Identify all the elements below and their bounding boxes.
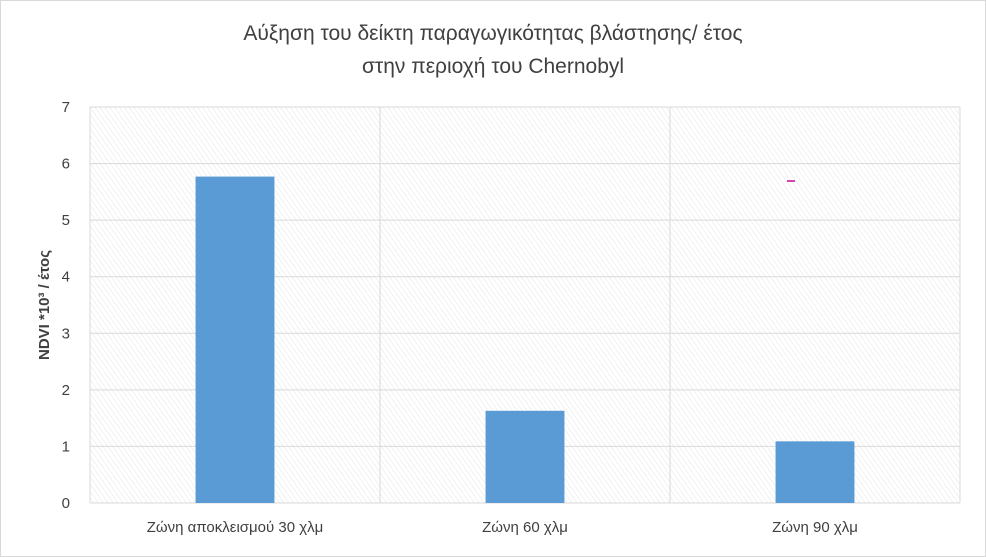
x-tick-label: Ζώνη 60 χλμ — [482, 519, 568, 536]
x-tick-label: Ζώνη αποκλεισμού 30 χλμ — [147, 519, 324, 536]
y-tick-label: 3 — [62, 325, 70, 342]
y-tick-label: 7 — [62, 99, 70, 116]
bar-1 — [195, 176, 275, 503]
chart-title-line1: Αύξηση του δείκτη παραγωγικότητας βλάστη… — [243, 22, 743, 45]
y-tick-label: 6 — [62, 156, 70, 173]
y-tick-label: 0 — [62, 495, 70, 512]
y-tick-label: 5 — [62, 212, 70, 229]
y-tick-labels: 0 1 2 3 4 5 6 7 — [62, 99, 70, 512]
y-tick-label: 2 — [62, 382, 70, 399]
bar-3 — [775, 441, 855, 503]
bar-2 — [485, 410, 565, 503]
chart-title-line2: στην περιοχή του Chernobyl — [361, 55, 625, 78]
x-tick-label: Ζώνη 90 χλμ — [772, 519, 858, 536]
y-tick-label: 4 — [62, 269, 70, 286]
y-tick-label: 1 — [62, 438, 70, 455]
x-tick-labels: Ζώνη αποκλεισμού 30 χλμ Ζώνη 60 χλμ Ζώνη 9… — [147, 519, 858, 536]
bars — [195, 176, 855, 503]
y-axis-label: NDVI *10³ / έτος — [36, 250, 53, 360]
